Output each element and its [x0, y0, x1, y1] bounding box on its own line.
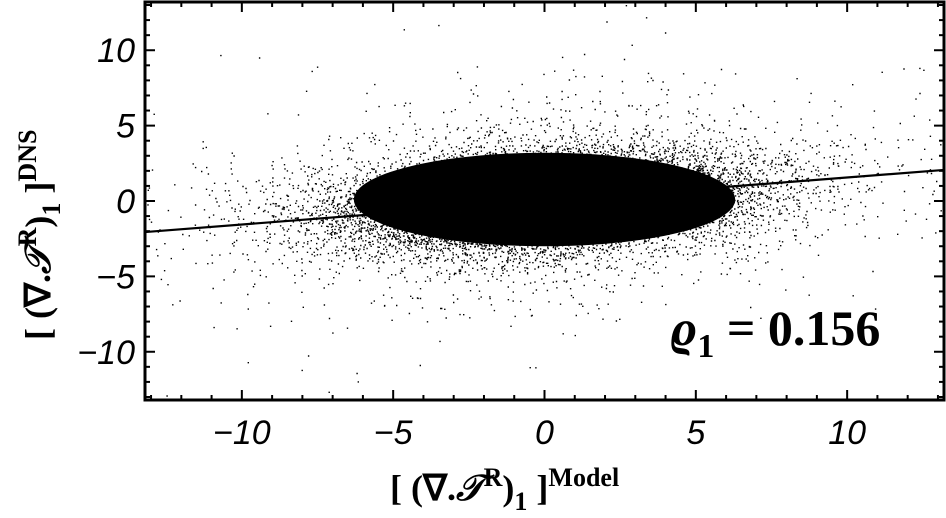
y-axis-label-sub: 1: [37, 203, 66, 216]
x-tick-label: 10: [828, 414, 866, 452]
x-axis-label: [ (∇.𝒯R)1 ]Model: [390, 463, 619, 516]
y-axis-label-sup-dns: DNS: [13, 130, 42, 182]
x-tick-label: 0: [535, 414, 554, 452]
y-tick-labels: −10 −5 0 5 10: [77, 32, 135, 372]
y-axis-label: [ (∇.𝒯R)1 ]DNS: [13, 130, 66, 340]
y-tick-label: 5: [116, 108, 135, 146]
x-axis-label-pre: [ (∇.: [390, 468, 456, 508]
y-axis-label-close: ): [18, 216, 58, 228]
correlation-subscript: 1: [697, 328, 714, 365]
x-axis-label-sup-model: Model: [548, 463, 619, 492]
x-axis-label-bracket: ]: [527, 468, 548, 508]
x-tick-label: −10: [213, 414, 271, 452]
y-tick-label: 10: [97, 32, 135, 70]
dense-point-core: [353, 152, 736, 247]
y-tick-label: −5: [96, 258, 135, 296]
y-tick-label: −10: [77, 334, 135, 372]
y-axis-label-bracket: ]: [18, 182, 58, 203]
axis-ticks: [145, 2, 944, 400]
y-axis-label-pre: [ (∇.: [18, 274, 58, 340]
y-axis-label-sup-r: R: [13, 227, 42, 246]
regression-line: [144, 168, 945, 234]
x-tick-label: −5: [374, 414, 413, 452]
correlation-symbol: ϱ: [670, 300, 697, 356]
correlation-value: = 0.156: [714, 300, 880, 356]
x-axis-label-close: ): [502, 468, 514, 508]
correlation-annotation: ϱ1 = 0.156: [670, 300, 880, 365]
x-axis-label-sub: 1: [514, 487, 527, 516]
x-tick-label: 5: [686, 414, 705, 452]
y-axis-label-group: [ (∇.𝒯R)1 ]DNS: [13, 130, 66, 340]
y-tick-label: 0: [116, 183, 135, 221]
x-tick-labels: −10 −5 0 5 10: [213, 414, 866, 452]
x-axis-label-sup-r: R: [484, 463, 503, 492]
